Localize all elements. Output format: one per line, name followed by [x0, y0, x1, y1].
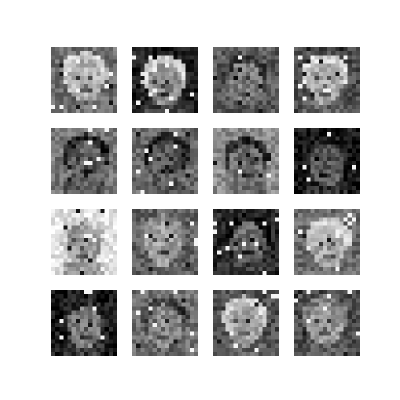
- face-sample-tile: [294, 47, 360, 113]
- face-sample-image: [132, 47, 198, 113]
- face-sample-tile: [294, 209, 360, 275]
- face-sample-tile: [51, 128, 117, 194]
- face-sample-image: [51, 290, 117, 356]
- face-sample-tile: [51, 209, 117, 275]
- face-sample-tile: [294, 290, 360, 356]
- face-sample-image: [294, 209, 360, 275]
- face-sample-image: [294, 290, 360, 356]
- face-sample-tile: [51, 47, 117, 113]
- face-sample-image: [213, 290, 279, 356]
- face-sample-image: [51, 209, 117, 275]
- face-sample-image: [213, 47, 279, 113]
- face-sample-image: [51, 47, 117, 113]
- face-sample-tile: [213, 209, 279, 275]
- face-sample-image: [213, 209, 279, 275]
- face-sample-tile: [132, 290, 198, 356]
- face-sample-grid: [51, 47, 361, 357]
- face-sample-tile: [132, 128, 198, 194]
- face-sample-tile: [51, 290, 117, 356]
- face-sample-image: [132, 290, 198, 356]
- face-sample-image: [294, 47, 360, 113]
- face-sample-tile: [213, 47, 279, 113]
- face-sample-image: [132, 209, 198, 275]
- face-sample-tile: [294, 128, 360, 194]
- face-sample-image: [213, 128, 279, 194]
- face-sample-tile: [213, 128, 279, 194]
- face-sample-tile: [213, 290, 279, 356]
- face-sample-image: [294, 128, 360, 194]
- face-sample-image: [51, 128, 117, 194]
- face-sample-image: [132, 128, 198, 194]
- face-sample-tile: [132, 209, 198, 275]
- face-sample-tile: [132, 47, 198, 113]
